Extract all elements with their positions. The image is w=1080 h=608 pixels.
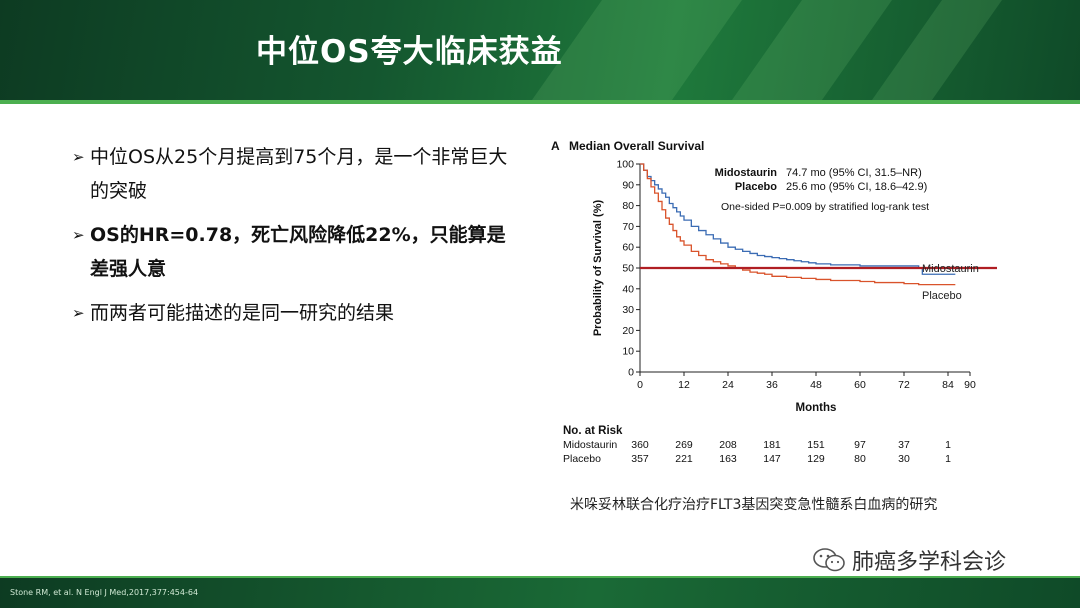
annotation-mido-stat: 74.7 mo (95% CI, 31.5–NR) — [786, 167, 922, 179]
x-axis-label: Months — [796, 402, 837, 414]
risk-cell: 80 — [854, 453, 866, 465]
y-tick-label: 100 — [616, 159, 634, 171]
risk-table: No. at Risk Midostaurin 360 269 208 181 151 97… — [563, 425, 951, 465]
y-tick-label: 50 — [622, 263, 634, 275]
risk-cell: 129 — [807, 453, 825, 465]
chart-caption: 米哚妥林联合化疗治疗FLT3基因突变急性髓系白血病的研究 — [570, 497, 938, 513]
annotation-placebo-name: Placebo — [735, 181, 777, 193]
axes-group: 0 10 20 30 40 50 60 70 80 90 100 0 12 24 36 48 60 72 84 90 — [616, 159, 976, 392]
y-tick-label: 80 — [622, 200, 634, 212]
watermark-text: 肺癌多学科会诊 — [852, 550, 1007, 575]
risk-row-label: Midostaurin — [563, 439, 617, 451]
arrow-bullet-icon: ➢ — [72, 226, 85, 244]
x-tick-label: 48 — [810, 379, 822, 391]
risk-cell: 181 — [763, 439, 781, 451]
y-tick-label: 0 — [628, 367, 634, 379]
risk-row-label: Placebo — [563, 453, 601, 465]
arrow-bullet-icon: ➢ — [72, 304, 85, 322]
y-tick-label: 90 — [622, 179, 634, 191]
x-tick-label: 36 — [766, 379, 778, 391]
y-axis-label: Probability of Survival (%) — [592, 200, 604, 337]
risk-cell: 151 — [807, 439, 825, 451]
bullet-text: OS的HR=0.78，死亡风险降低22%，只能算是差强人意 — [90, 224, 506, 280]
y-tick-label: 20 — [622, 325, 634, 337]
x-tick-label: 72 — [898, 379, 910, 391]
y-tick-label: 30 — [622, 304, 634, 316]
x-tick-label: 90 — [964, 379, 976, 391]
risk-cell: 1 — [945, 453, 951, 465]
risk-cell: 30 — [898, 453, 910, 465]
kaplan-meier-chart: A Median Overall Survival 01020304050607… — [551, 139, 997, 465]
y-tick-label: 60 — [622, 242, 634, 254]
header-banner — [0, 0, 1080, 100]
risk-cell: 147 — [763, 453, 781, 465]
wechat-icon — [813, 548, 845, 572]
watermark: 肺癌多学科会诊 — [812, 544, 1006, 576]
risk-cell: 37 — [898, 439, 910, 451]
annotation-test: One-sided P=0.009 by stratified log-rank… — [721, 201, 929, 213]
arrow-bullet-icon: ➢ — [72, 148, 85, 166]
risk-cell: 221 — [675, 453, 693, 465]
risk-cell: 1 — [945, 439, 951, 451]
slide-title: 中位OS夸大临床获益 — [256, 34, 563, 70]
risk-table-title: No. at Risk — [563, 425, 623, 437]
x-tick-label: 0 — [637, 379, 643, 391]
x-tick-label: 24 — [722, 379, 734, 391]
annotation-placebo-stat: 25.6 mo (95% CI, 18.6–42.9) — [786, 181, 927, 193]
series-layer — [640, 163, 997, 286]
curve-label-placebo: Placebo — [922, 290, 962, 302]
citation: Stone RM, et al. N Engl J Med,2017,377:4… — [10, 588, 199, 597]
risk-cell: 357 — [631, 453, 649, 465]
series-line-midostaurin — [640, 163, 956, 275]
footer-banner — [0, 578, 1080, 608]
series-line-placebo — [640, 163, 956, 286]
bullet-text: 中位OS从25个月提高到75个月，是一个非常巨大的突破 — [90, 146, 508, 202]
footer-divider — [0, 576, 1080, 578]
curve-label-midostaurin: Midostaurin — [922, 263, 979, 275]
y-tick-label: 10 — [622, 346, 634, 358]
risk-cell: 163 — [719, 453, 737, 465]
annotation-layer: Midostaurin 74.7 mo (95% CI, 31.5–NR) Pl… — [715, 167, 979, 302]
panel-label: A — [551, 139, 560, 153]
chart-title: Median Overall Survival — [569, 139, 704, 153]
bullet-list: ➢ 中位OS从25个月提高到75个月，是一个非常巨大的突破 ➢ OS的HR=0.… — [72, 140, 512, 340]
y-tick-label: 70 — [622, 221, 634, 233]
bullet-item: ➢ 而两者可能描述的是同一研究的结果 — [72, 296, 512, 330]
risk-cell: 269 — [675, 439, 693, 451]
bullet-item: ➢ 中位OS从25个月提高到75个月，是一个非常巨大的突破 — [72, 140, 512, 208]
annotation-mido-name: Midostaurin — [715, 167, 778, 179]
bullet-text: 而两者可能描述的是同一研究的结果 — [90, 302, 395, 324]
header-divider — [0, 100, 1080, 104]
risk-cell: 360 — [631, 439, 649, 451]
bullet-item: ➢ OS的HR=0.78，死亡风险降低22%，只能算是差强人意 — [72, 218, 512, 286]
x-tick-label: 60 — [854, 379, 866, 391]
risk-cell: 208 — [719, 439, 737, 451]
x-tick-label: 12 — [678, 379, 690, 391]
x-tick-label: 84 — [942, 379, 954, 391]
y-tick-label: 40 — [622, 283, 634, 295]
risk-cell: 97 — [854, 439, 866, 451]
